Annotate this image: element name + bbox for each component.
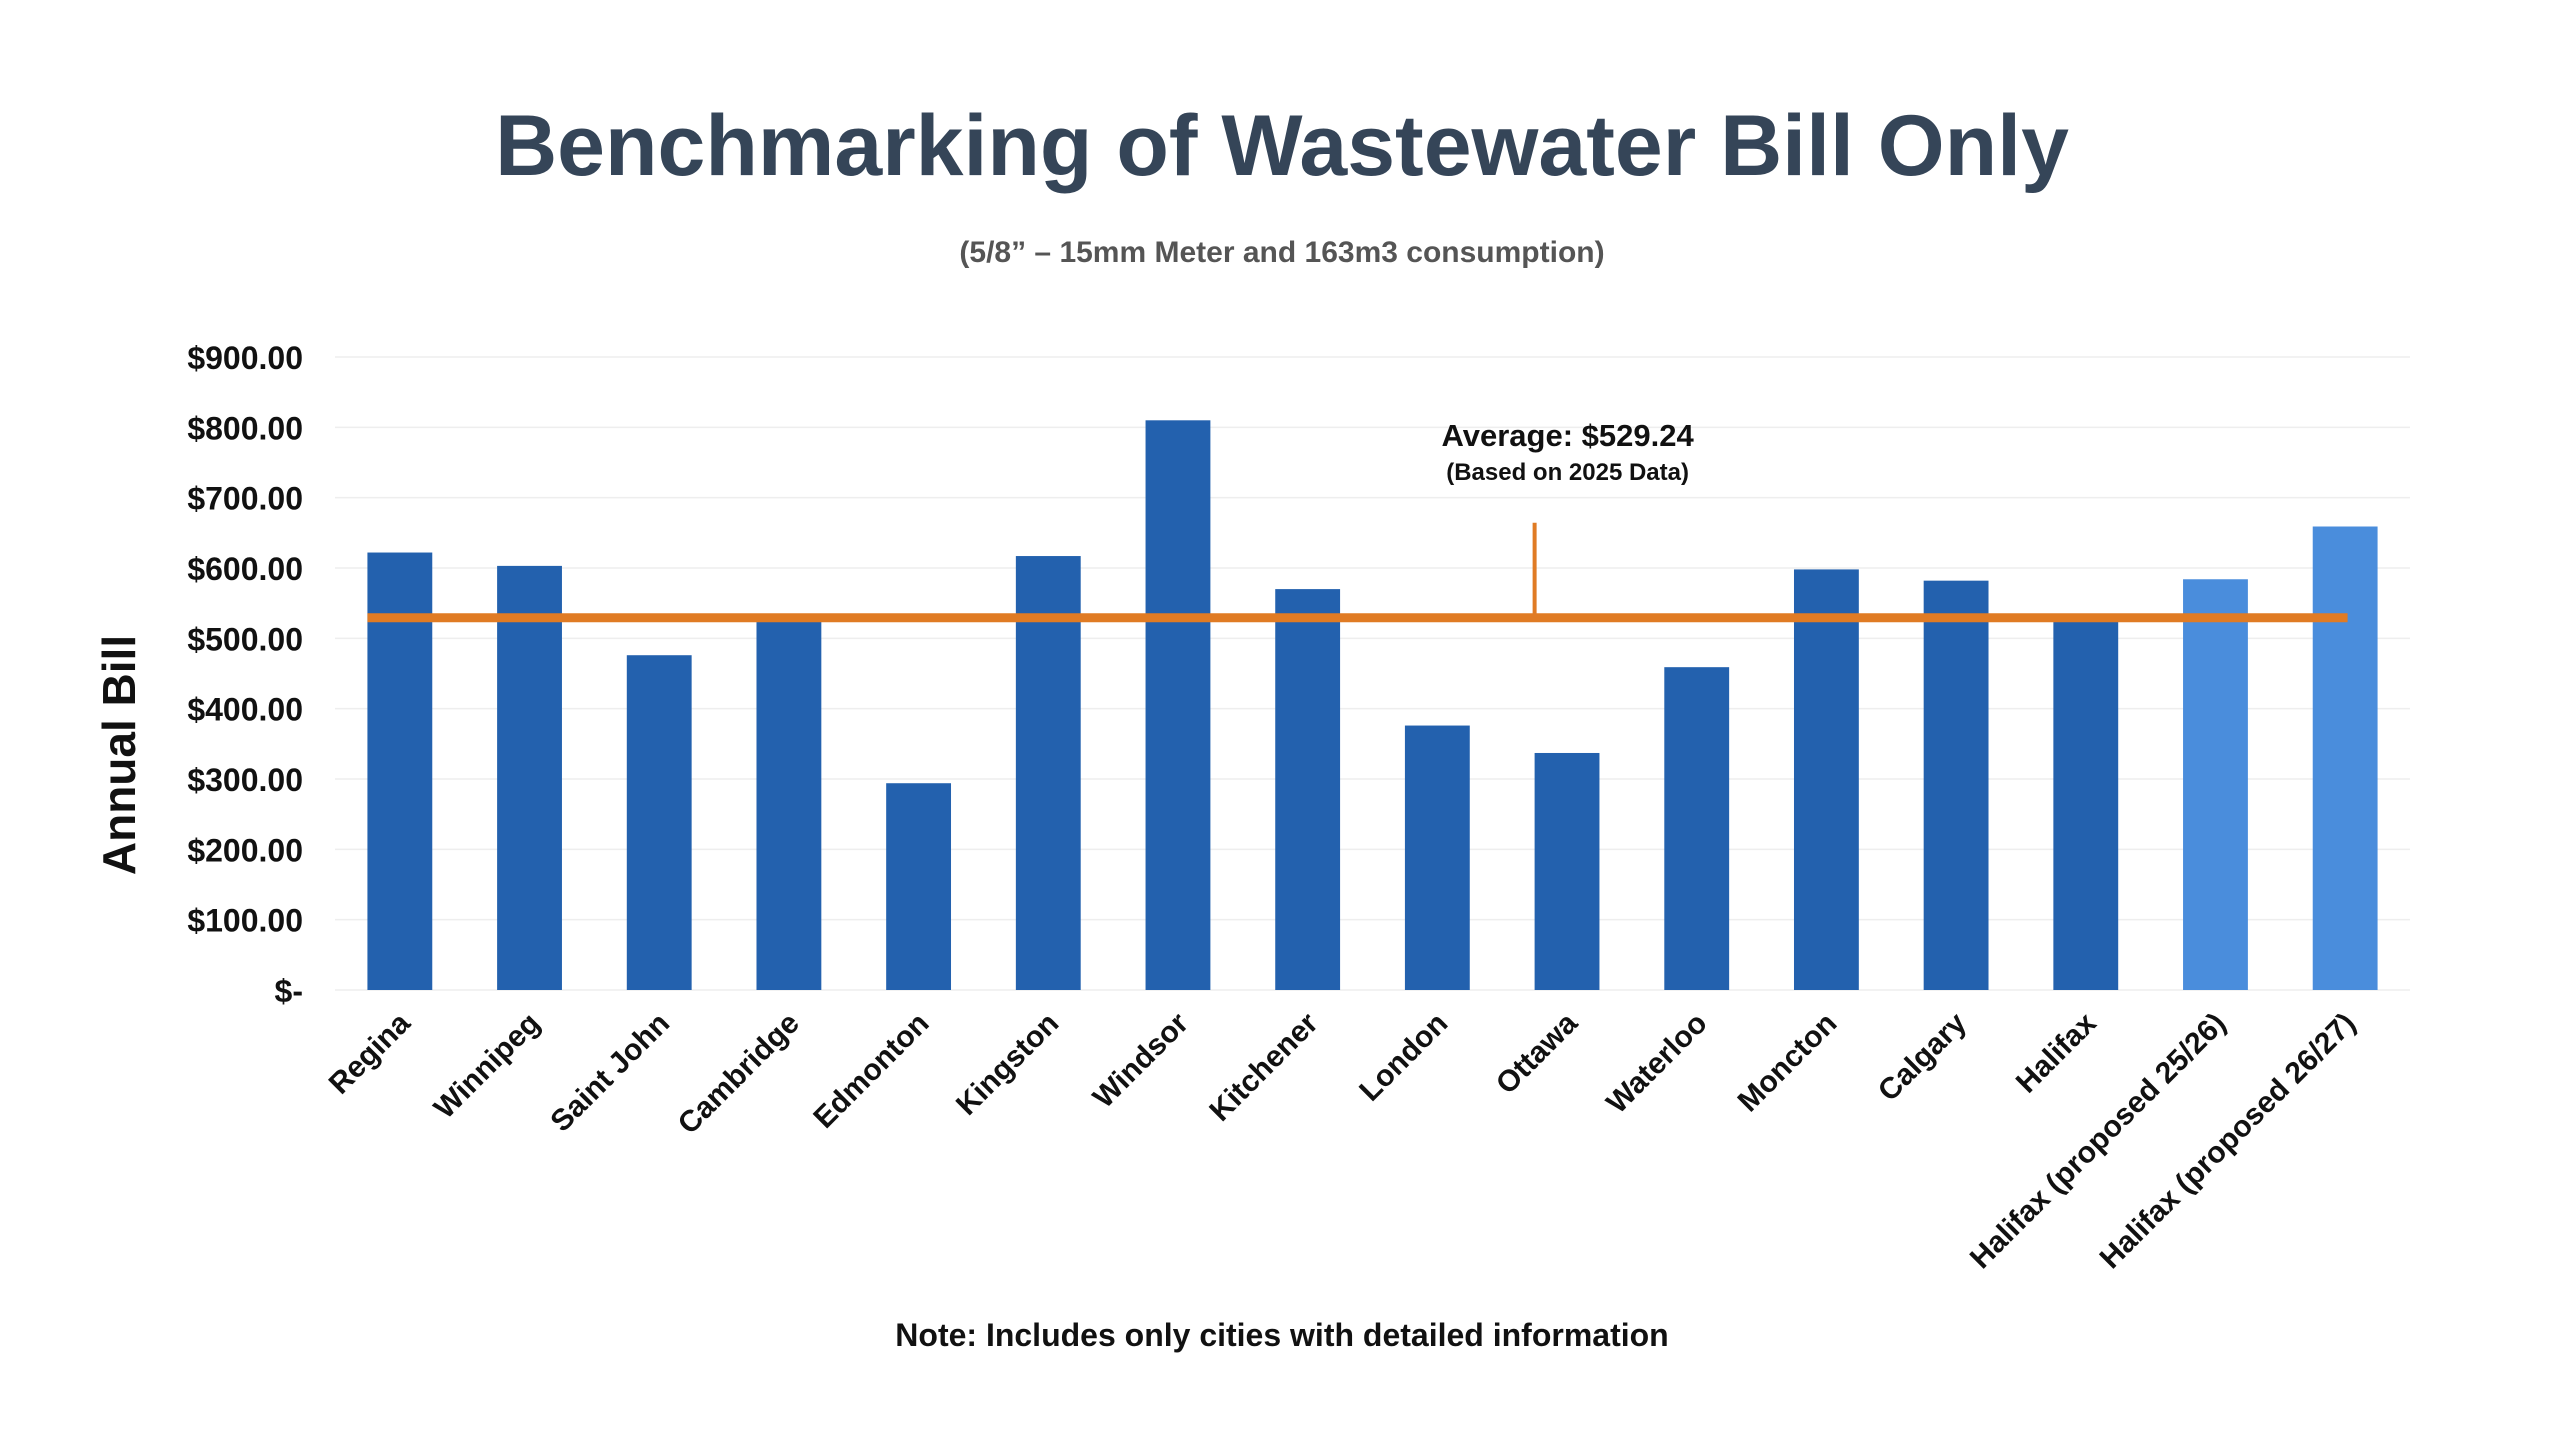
bar	[2312, 526, 2378, 990]
y-tick-label: $300.00	[187, 762, 303, 798]
x-tick-label: Halifax (proposed 25/26)	[1964, 1007, 2233, 1276]
x-tick-label: Halifax (proposed 26/27)	[2094, 1007, 2363, 1276]
x-tick-label: Kingston	[950, 1007, 1065, 1122]
bar	[1145, 420, 1211, 990]
y-tick-label: $100.00	[187, 903, 303, 939]
y-tick-label: $200.00	[187, 832, 303, 868]
y-tick-label: $600.00	[187, 551, 303, 587]
bar	[1404, 725, 1470, 990]
bar	[497, 565, 562, 990]
average-sublabel: (Based on 2025 Data)	[1446, 459, 1689, 486]
x-tick-label: Kitchener	[1203, 1006, 1324, 1127]
bar	[1664, 667, 1730, 990]
chart-title: Benchmarking of Wastewater Bill Only	[495, 98, 2069, 194]
x-tick-label: Winnipeg	[428, 1007, 547, 1126]
y-tick-label: $500.00	[187, 621, 303, 657]
x-tick-label: Saint John	[544, 1007, 676, 1139]
y-tick-label: $700.00	[187, 481, 303, 517]
bar	[1015, 556, 1081, 990]
x-tick-label: Moncton	[1732, 1007, 1844, 1119]
x-tick-label: Regina	[323, 1006, 417, 1100]
x-tick-label: Cambridge	[672, 1007, 806, 1141]
bar	[2053, 615, 2119, 990]
average-line-group: Average: $529.24 (Based on 2025 Data)	[367, 418, 2348, 623]
y-tick-label: $-	[275, 973, 303, 1009]
bar	[626, 655, 692, 990]
bar	[1923, 580, 1989, 990]
bar	[367, 552, 433, 990]
x-tick-label: Windsor	[1087, 1006, 1195, 1114]
y-tick-label: $900.00	[187, 340, 303, 376]
x-tick-label: Calgary	[1872, 1006, 1973, 1107]
bars	[367, 420, 2378, 990]
bar	[1793, 569, 1859, 990]
bar	[1534, 752, 1600, 990]
y-axis-ticks: $900.00 $800.00 $700.00 $600.00 $500.00 $400.…	[187, 340, 303, 1009]
average-label: Average: $529.24	[1442, 418, 1695, 453]
bar	[886, 783, 952, 990]
y-tick-label: $800.00	[187, 410, 303, 446]
y-tick-label: $400.00	[187, 692, 303, 728]
chart-note: Note: Includes only cities with detailed…	[895, 1317, 1668, 1353]
x-tick-label: Ottawa	[1490, 1006, 1584, 1100]
x-tick-label: Edmonton	[807, 1007, 935, 1135]
x-tick-label: Halifax	[2010, 1006, 2103, 1099]
chart-subtitle: (5/8” – 15mm Meter and 163m3 consumption…	[959, 236, 1604, 269]
bar	[1275, 589, 1341, 990]
x-tick-label: London	[1353, 1007, 1454, 1108]
y-axis-label: Annual Bill	[93, 635, 145, 875]
x-tick-label: Waterloo	[1600, 1007, 1713, 1120]
bar	[2183, 579, 2248, 990]
bar	[756, 615, 822, 990]
